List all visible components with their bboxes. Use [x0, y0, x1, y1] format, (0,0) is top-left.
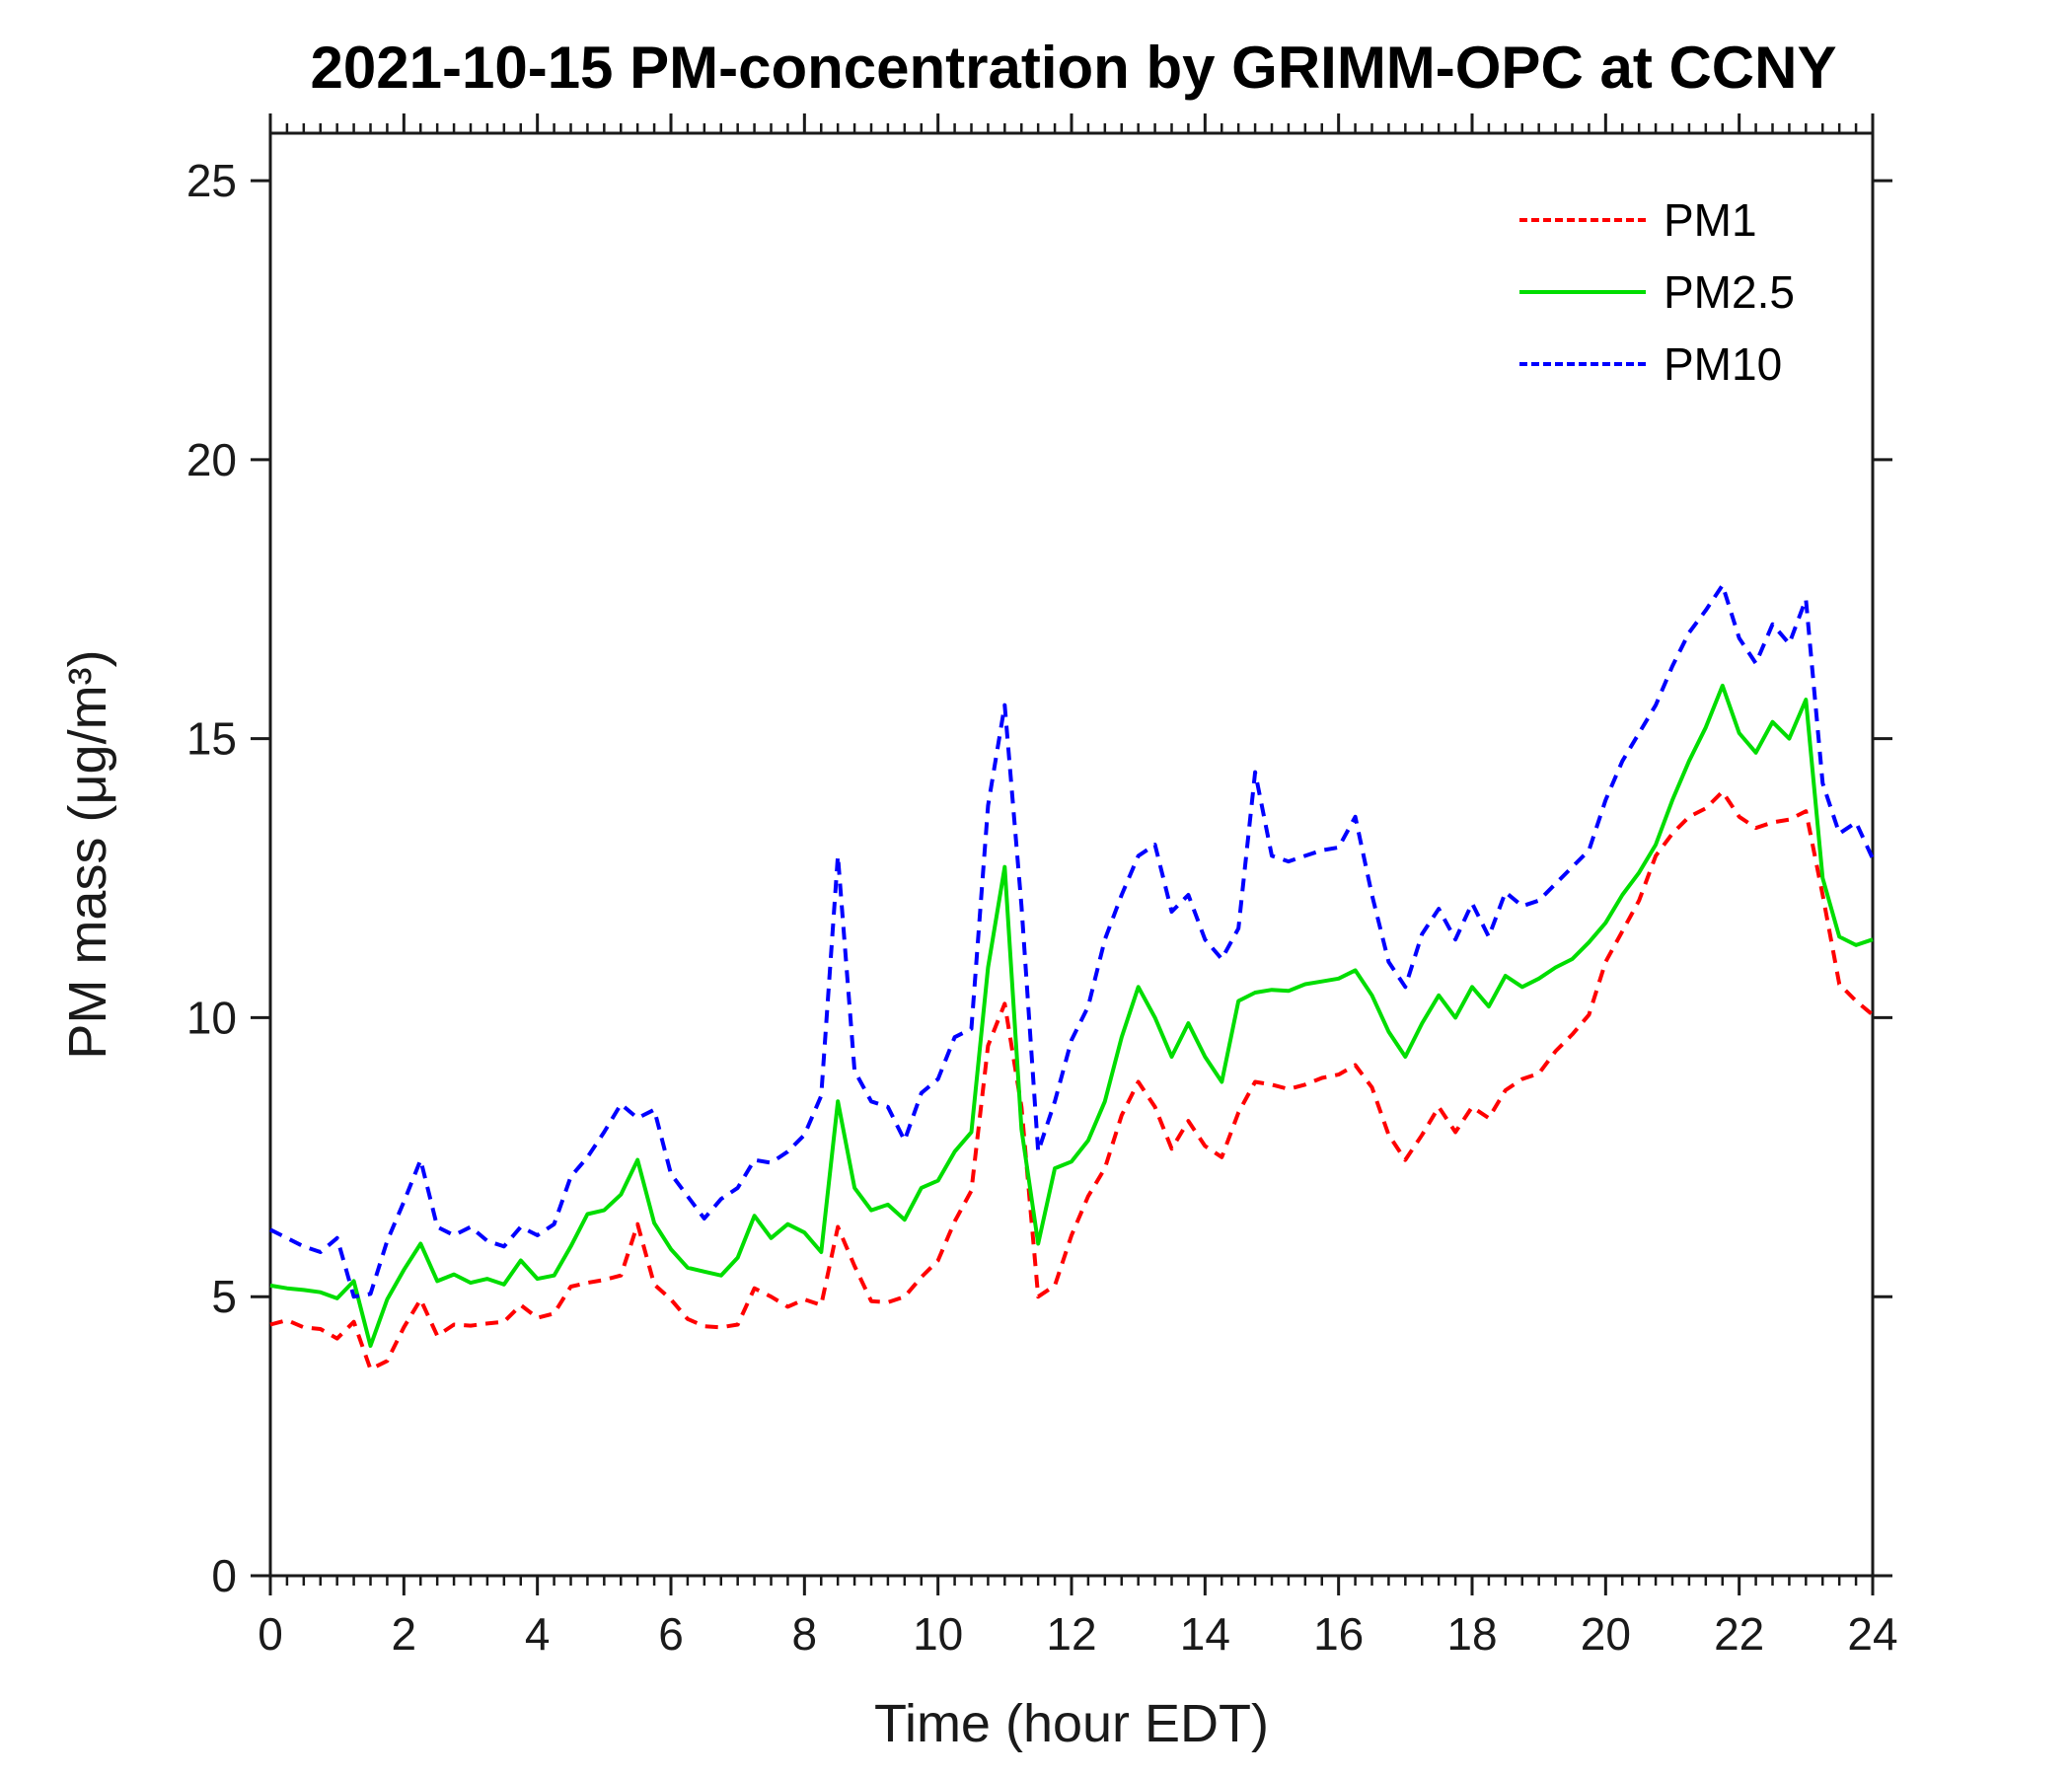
x-tick-label: 20 — [1581, 1608, 1631, 1660]
legend-item-pm2_5: PM2.5 — [1519, 256, 1795, 328]
x-tick-label: 24 — [1847, 1608, 1897, 1660]
legend: PM1 PM2.5 PM10 — [1519, 184, 1795, 400]
x-tick-label: 4 — [525, 1608, 551, 1660]
legend-item-pm1: PM1 — [1519, 184, 1795, 256]
x-tick-label: 18 — [1446, 1608, 1497, 1660]
y-axis-ticks: 0 5 10 15 20 25 — [186, 155, 1892, 1601]
legend-label-pm10: PM10 — [1664, 337, 1783, 390]
legend-line-sample-pm2_5 — [1519, 289, 1646, 294]
x-tick-label: 0 — [258, 1608, 283, 1660]
legend-line-sample-pm10 — [1519, 361, 1646, 366]
x-tick-label: 10 — [913, 1608, 963, 1660]
x-tick-label: 16 — [1313, 1608, 1364, 1660]
y-tick-label: 20 — [186, 434, 237, 485]
y-tick-label: 5 — [211, 1271, 237, 1322]
legend-item-pm10: PM10 — [1519, 328, 1795, 400]
y-tick-label: 25 — [186, 155, 237, 206]
x-tick-label: 6 — [658, 1608, 684, 1660]
x-axis-ticks: 0 2 4 6 8 10 12 14 16 18 20 22 24 — [258, 113, 1898, 1660]
x-tick-label: 22 — [1714, 1608, 1764, 1660]
x-tick-label: 2 — [392, 1608, 417, 1660]
x-tick-label: 12 — [1046, 1608, 1096, 1660]
series-line-pm1 — [269, 789, 1875, 1371]
y-tick-label: 15 — [186, 713, 237, 765]
chart-title: 2021-10-15 PM-concentration by GRIMM-OPC… — [310, 35, 1837, 101]
series-line-pm10 — [269, 583, 1875, 1299]
y-tick-label: 10 — [186, 992, 237, 1043]
series-line-pm2_5 — [269, 683, 1874, 1348]
legend-line-sample-pm1 — [1519, 217, 1646, 222]
x-tick-label: 8 — [792, 1608, 818, 1660]
legend-label-pm2_5: PM2.5 — [1664, 265, 1795, 318]
y-tick-label: 0 — [211, 1550, 237, 1601]
y-axis-label: PM mass (μg/m³) — [58, 649, 117, 1060]
x-axis-label: Time (hour EDT) — [873, 1694, 1270, 1753]
x-tick-label: 14 — [1180, 1608, 1230, 1660]
legend-label-pm1: PM1 — [1664, 193, 1757, 246]
